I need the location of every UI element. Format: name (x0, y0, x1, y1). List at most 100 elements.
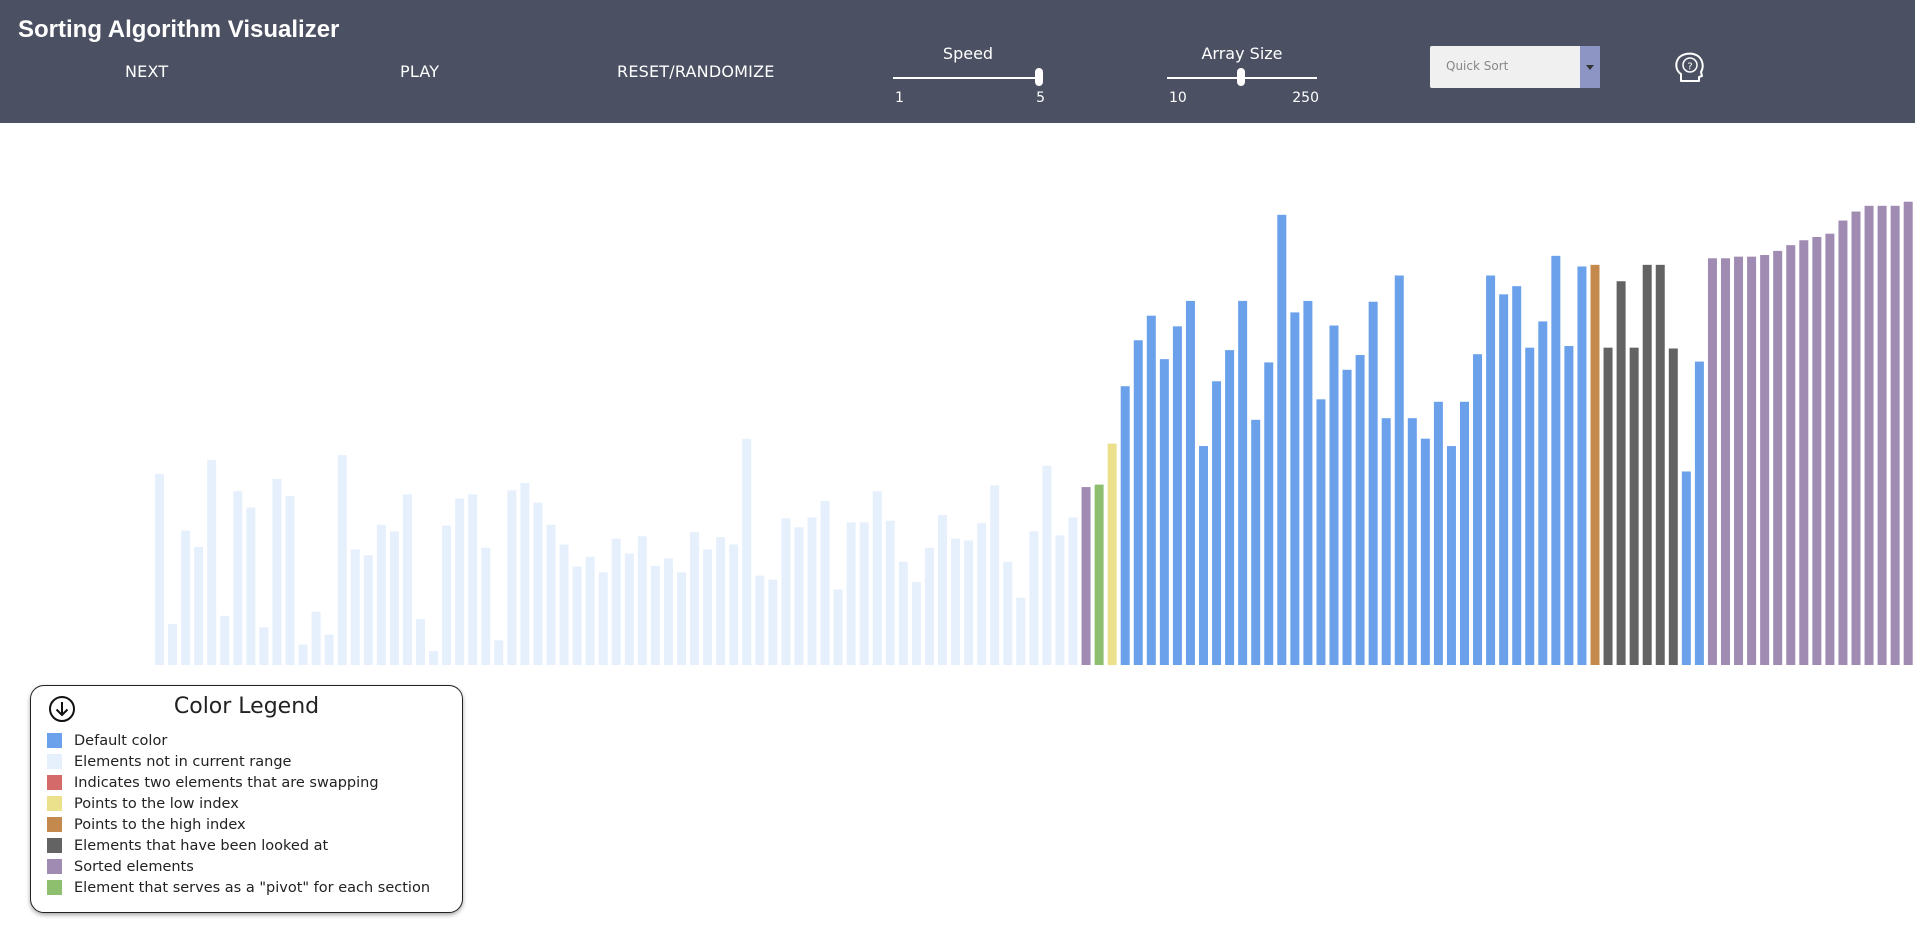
array-bar (611, 538, 621, 665)
array-bar (1825, 233, 1835, 665)
array-bar (755, 575, 765, 665)
array-bar (1199, 446, 1208, 665)
array-bar (350, 549, 360, 665)
array-bar (246, 507, 256, 665)
array-bar (259, 627, 269, 665)
arrow-down-circle-icon[interactable] (48, 695, 76, 723)
play-button[interactable]: PLAY (400, 62, 440, 81)
array-bar (1551, 255, 1561, 665)
array-bar (455, 498, 465, 665)
array-bar (194, 546, 204, 665)
array-bar (233, 491, 243, 665)
array-bar (155, 473, 164, 665)
array-bar (1094, 484, 1104, 665)
array-bar (1590, 264, 1600, 665)
array-bar (1016, 597, 1026, 665)
array-bar (690, 532, 700, 665)
array-bar (298, 644, 308, 665)
array-bar (833, 589, 843, 665)
chevron-down-icon[interactable] (1580, 46, 1600, 88)
array-bar (1029, 531, 1039, 665)
array-bar (898, 561, 908, 665)
array-bar (1460, 401, 1469, 665)
legend-item: Default color (47, 730, 430, 751)
array-bar (1473, 354, 1483, 665)
legend-label: Points to the high index (74, 816, 246, 833)
help-head-icon[interactable]: ? (1672, 50, 1708, 86)
array-bar (742, 438, 752, 665)
array-bar (1760, 255, 1770, 665)
speed-slider-thumb[interactable] (1035, 68, 1043, 86)
array-bar (494, 640, 504, 665)
array-bar (1603, 347, 1613, 665)
speed-slider-track[interactable] (893, 77, 1043, 79)
legend-swatch (47, 754, 62, 769)
array-bar (1055, 535, 1065, 665)
array-bar (1499, 294, 1509, 665)
array-bar (468, 494, 478, 665)
array-bar (885, 520, 895, 665)
array-bar (1120, 386, 1130, 665)
top-navbar: Sorting Algorithm Visualizer NEXT PLAY R… (0, 0, 1915, 123)
array-bar (1172, 326, 1182, 665)
array-bar (1185, 300, 1195, 665)
array-bar (990, 485, 1000, 665)
array-bar (1616, 281, 1626, 665)
array-bar (1003, 561, 1013, 665)
array-bar (1225, 350, 1235, 665)
array-bar (1903, 201, 1913, 665)
array-bar (1681, 471, 1691, 665)
array-bar (1381, 418, 1391, 665)
array-bar (1707, 258, 1717, 665)
array-size-label: Array Size (1201, 44, 1283, 63)
legend-label: Default color (74, 732, 168, 749)
array-bar (924, 547, 934, 665)
array-bar (168, 624, 178, 665)
legend-item: Indicates two elements that are swapping (47, 772, 430, 793)
array-bar (1786, 245, 1796, 665)
array-bar (1642, 264, 1652, 665)
array-bar (964, 540, 974, 665)
array-size-max-label: 250 (1292, 90, 1319, 106)
array-bar (442, 525, 452, 665)
array-bar (1838, 220, 1848, 665)
array-bar (1773, 250, 1783, 665)
array-bar (1329, 325, 1339, 665)
speed-max-label: 5 (1036, 90, 1045, 106)
array-bar (1355, 355, 1365, 665)
array-bar (663, 558, 673, 665)
array-bar (1238, 300, 1248, 665)
array-bar (1251, 419, 1261, 665)
array-bar (859, 522, 869, 665)
array-bar (1264, 362, 1274, 665)
array-bar (1146, 315, 1156, 665)
array-bar (1721, 258, 1730, 665)
array-bar (911, 582, 921, 665)
array-bar (1486, 275, 1496, 665)
array-bar (637, 536, 647, 665)
array-bar (481, 547, 491, 665)
array-bar (807, 517, 817, 665)
legend-swatch (47, 817, 62, 832)
array-bar (1655, 264, 1665, 665)
array-bar (794, 527, 804, 665)
array-bar (1812, 236, 1822, 665)
array-bar (1277, 214, 1287, 665)
speed-label: Speed (942, 44, 994, 63)
algorithm-select[interactable]: Quick Sort (1430, 46, 1600, 88)
array-bar (1799, 240, 1809, 665)
array-bar (1407, 418, 1417, 665)
array-size-slider-thumb[interactable] (1237, 68, 1245, 86)
array-bar (402, 494, 412, 665)
array-bar (1446, 446, 1456, 665)
array-bar (1538, 321, 1548, 665)
array-bar (781, 518, 791, 665)
array-bar (207, 460, 217, 665)
reset-randomize-button[interactable]: RESET/RANDOMIZE (617, 62, 775, 81)
array-bar (1420, 438, 1430, 665)
array-bar (1316, 399, 1326, 665)
array-bar (951, 538, 961, 665)
next-button[interactable]: NEXT (125, 62, 169, 81)
array-bar (1734, 256, 1744, 665)
array-bar (285, 496, 295, 665)
